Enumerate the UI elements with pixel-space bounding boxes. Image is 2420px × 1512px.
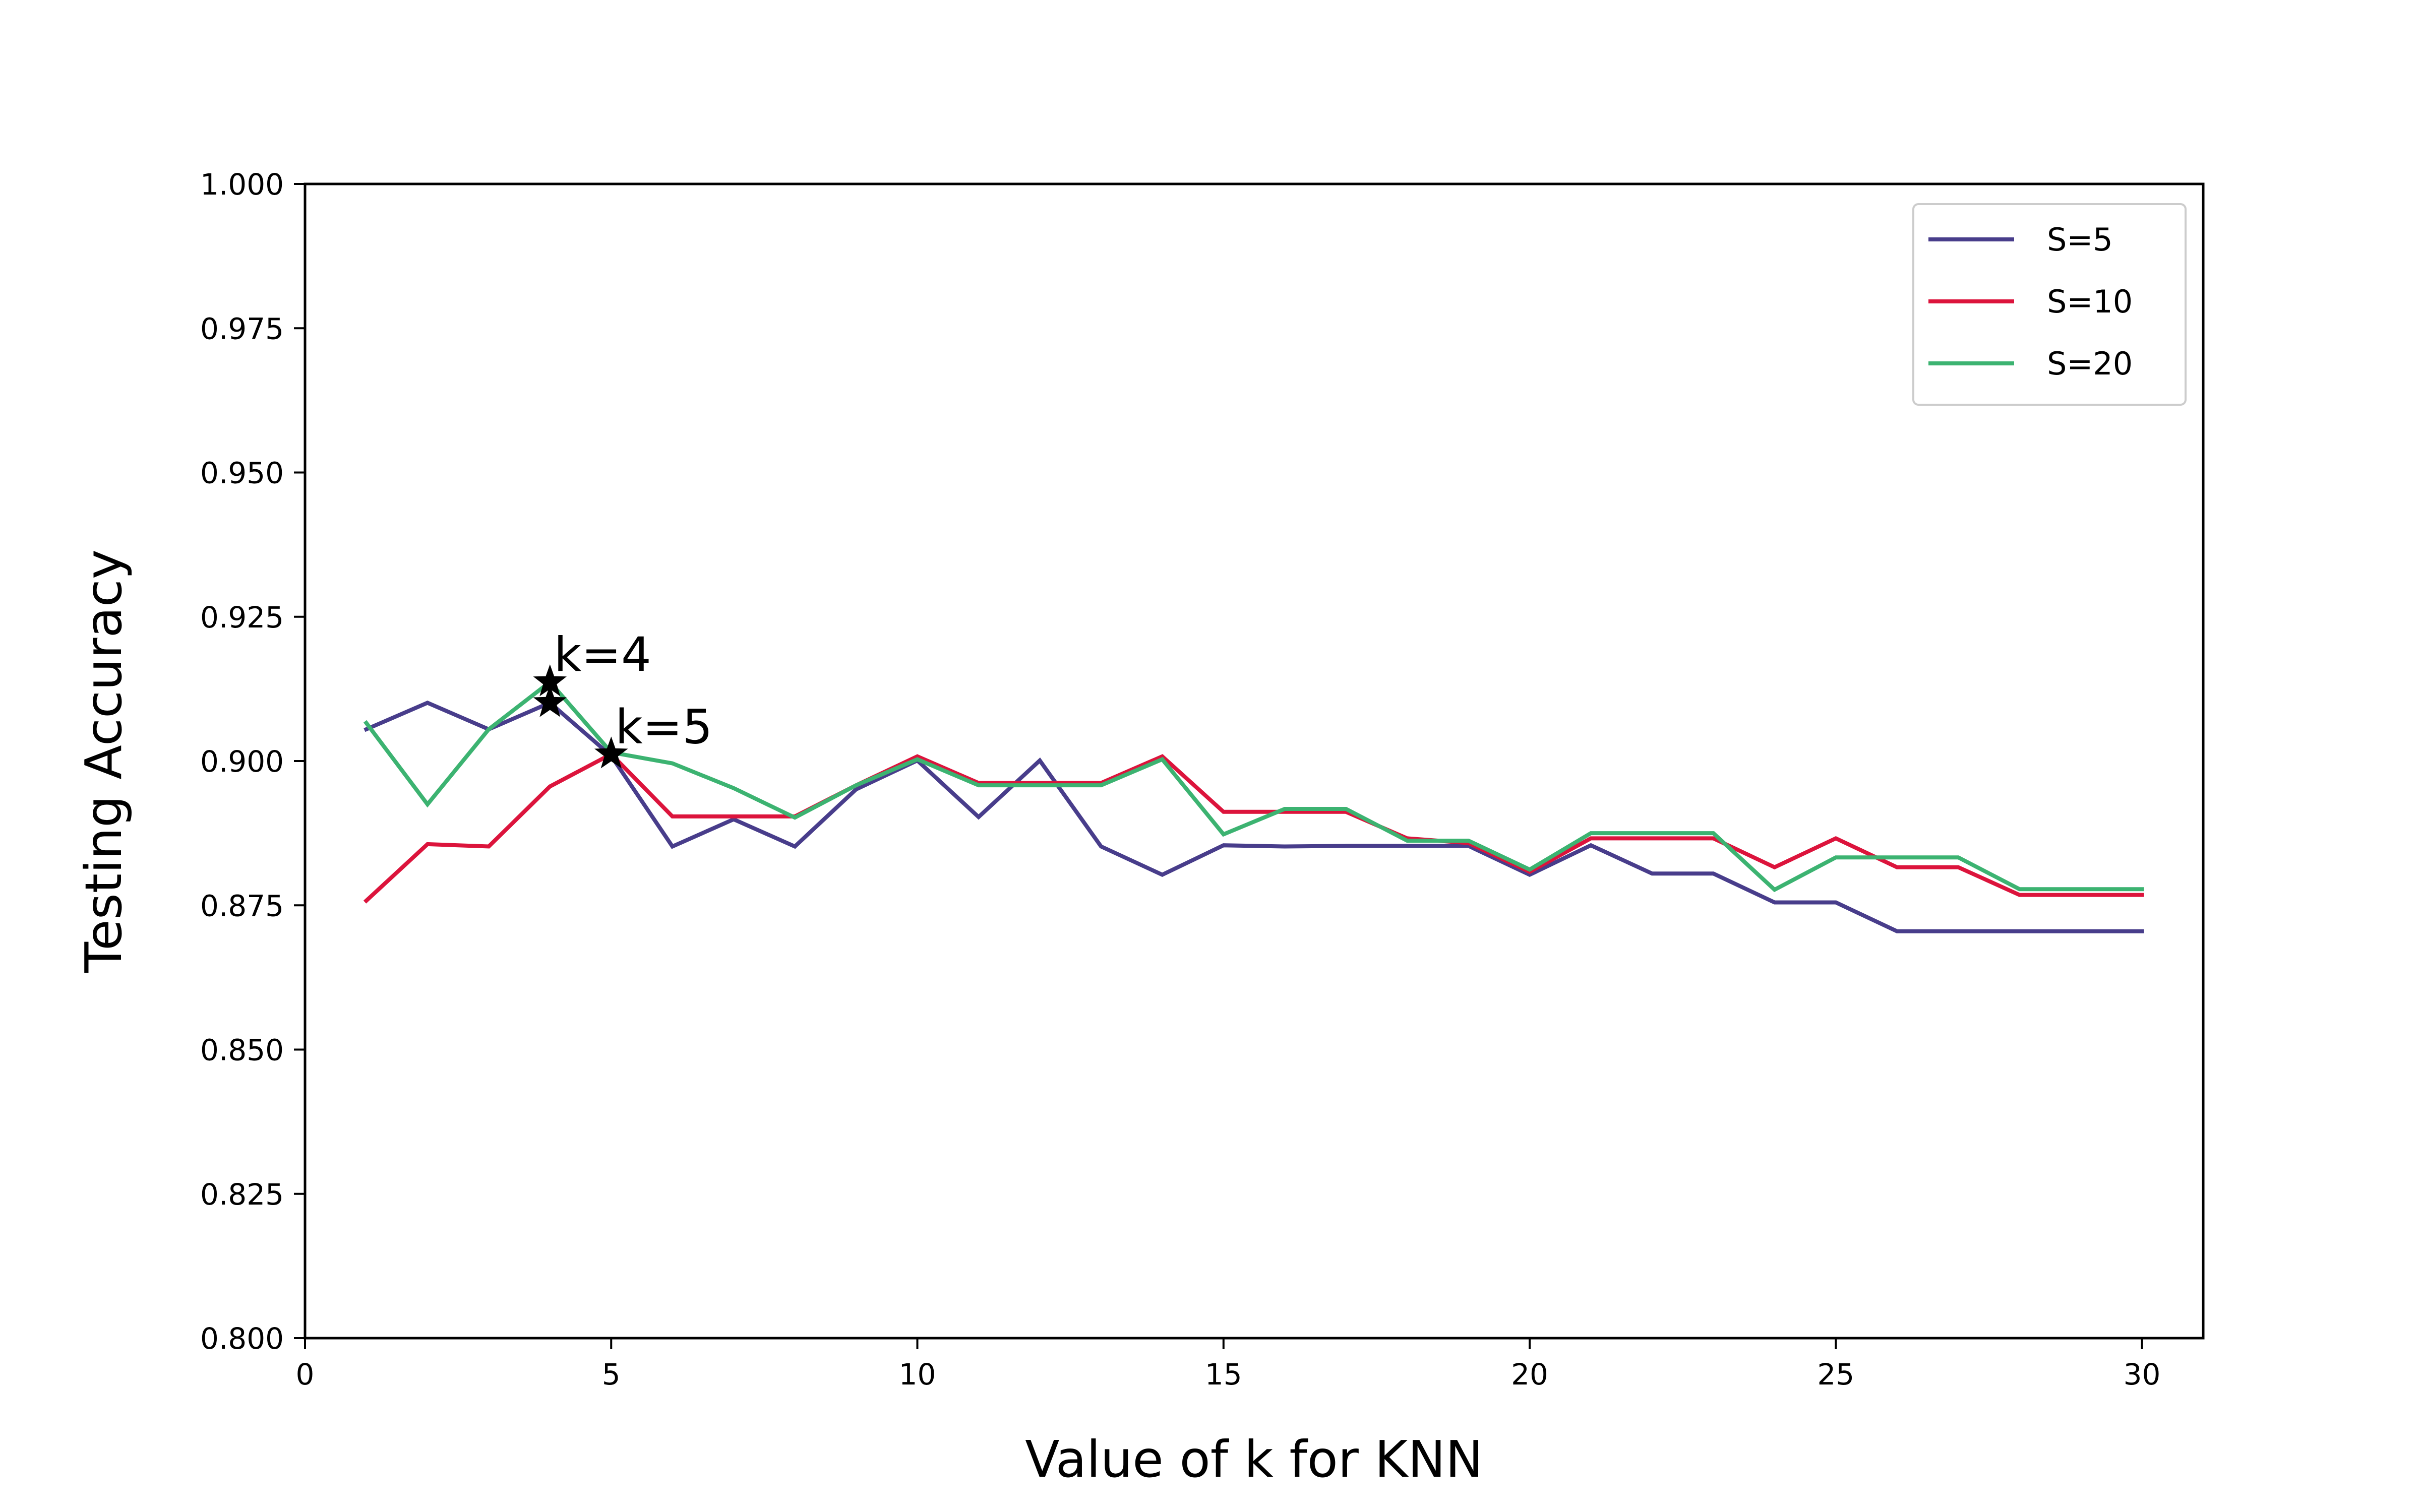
x-tick-label: 0 — [296, 1357, 315, 1392]
legend-label: S=20 — [2047, 345, 2133, 382]
y-tick-label: 0.825 — [200, 1177, 284, 1212]
x-tick-label: 25 — [1817, 1357, 1854, 1392]
star-marker — [533, 685, 567, 717]
marker-layer: k=4k=5 — [533, 627, 712, 769]
y-tick-label: 0.925 — [200, 600, 284, 635]
series-line-1 — [363, 751, 2144, 904]
legend-label: S=10 — [2047, 283, 2133, 320]
legend-box — [1912, 203, 2187, 406]
y-tick-label: 0.950 — [200, 456, 284, 490]
y-tick-label: 1.000 — [200, 167, 284, 202]
y-axis: 0.800 0.825 0.850 0.875 0.900 0.925 0.950 0.975… — [200, 167, 305, 1356]
y-axis-label: Testing Accuracy — [74, 549, 133, 973]
y-tick-label: 0.900 — [200, 744, 284, 779]
x-axis: 0 5 10 15 20 25 30 — [296, 1338, 2161, 1392]
series-layer — [363, 679, 2144, 933]
y-tick-label: 0.800 — [200, 1321, 284, 1356]
y-tick-label: 0.975 — [200, 311, 284, 346]
star-marker — [594, 736, 628, 769]
series-line-2 — [363, 679, 2144, 893]
x-tick-label: 10 — [899, 1357, 936, 1392]
annotation-label: k=4 — [554, 627, 651, 682]
legend-label: S=5 — [2047, 221, 2113, 258]
x-axis-label: Value of k for KNN — [1025, 1430, 1483, 1489]
x-tick-label: 15 — [1205, 1357, 1242, 1392]
x-tick-label: 20 — [1511, 1357, 1548, 1392]
annotation-label: k=5 — [615, 700, 712, 754]
x-tick-label: 5 — [602, 1357, 621, 1392]
legend: S=5 S=10 S=20 — [1912, 203, 2187, 406]
x-tick-label: 30 — [2124, 1357, 2161, 1392]
series-line-0 — [364, 700, 2144, 933]
y-tick-label: 0.850 — [200, 1033, 284, 1067]
y-tick-label: 0.875 — [200, 889, 284, 923]
